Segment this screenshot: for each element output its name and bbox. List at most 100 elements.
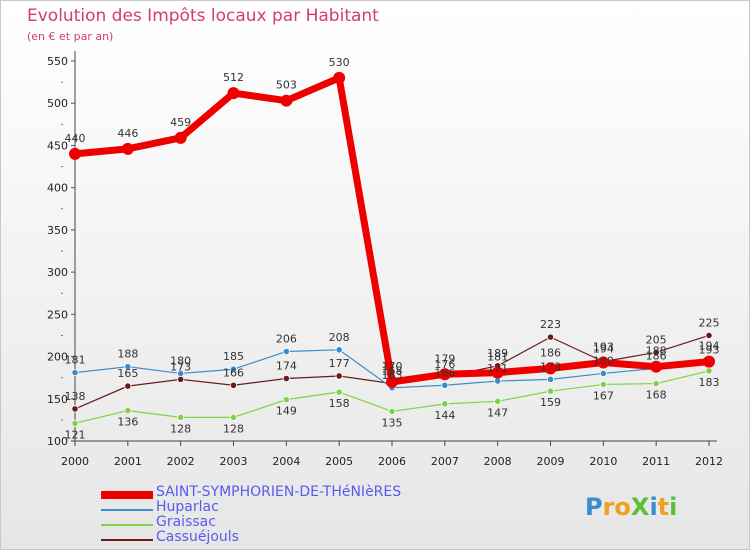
data-point	[438, 368, 451, 381]
y-tick-label: 250	[47, 308, 68, 321]
data-label: 158	[329, 397, 350, 410]
data-point	[282, 396, 290, 404]
data-point	[333, 71, 346, 84]
legend-swatch	[101, 524, 153, 526]
data-point	[546, 333, 555, 341]
x-tick-label: 2008	[484, 455, 512, 468]
y-tick-label: 400	[47, 182, 68, 195]
data-label: 168	[646, 389, 667, 402]
data-label: 166	[223, 366, 244, 379]
data-label: 205	[646, 333, 667, 346]
data-label: 183	[699, 376, 720, 389]
x-tick-label: 2005	[325, 455, 353, 468]
legend-label: Cassuéjouls	[156, 529, 239, 545]
data-label: 144	[434, 409, 455, 422]
data-label: 159	[540, 396, 561, 409]
data-label: 188	[646, 345, 667, 358]
legend-swatch	[101, 491, 153, 499]
data-point	[335, 388, 343, 396]
y-tick-label: 500	[47, 97, 68, 110]
data-label: 168	[382, 365, 403, 378]
data-label: 193	[593, 340, 614, 353]
data-point	[441, 381, 449, 389]
data-point	[705, 367, 713, 375]
chart-subtitle: (en € et par an)	[27, 30, 114, 43]
data-label: 176	[434, 358, 455, 371]
data-point	[494, 377, 502, 385]
data-point	[441, 400, 449, 408]
data-point	[124, 363, 132, 371]
data-label: 188	[117, 348, 138, 361]
data-point	[177, 375, 185, 383]
legend-label: SAINT-SYMPHORIEN-DE-THéNIèRES	[156, 484, 402, 500]
data-point	[227, 87, 240, 100]
data-label: 180	[593, 354, 614, 367]
data-point	[282, 374, 290, 383]
data-point	[177, 369, 185, 378]
x-tick-label: 2001	[114, 455, 142, 468]
data-label: 446	[117, 127, 138, 140]
data-label: 147	[487, 406, 508, 419]
data-label: 186	[540, 346, 561, 359]
y-tick-label: 200	[47, 351, 68, 364]
data-point	[335, 372, 343, 380]
data-label: 189	[487, 347, 508, 360]
y-tick-label: 450	[47, 139, 68, 152]
y-tick-label: 300	[47, 266, 68, 279]
data-label: 194	[699, 340, 720, 353]
x-tick-label: 2006	[378, 455, 406, 468]
data-point	[494, 397, 502, 405]
data-label: 179	[434, 352, 455, 365]
data-point	[335, 346, 343, 354]
data-point	[546, 375, 555, 383]
data-label: 171	[487, 362, 508, 375]
data-label: 181	[65, 354, 86, 367]
data-label: 225	[699, 316, 720, 329]
data-point	[544, 362, 557, 375]
x-tick-label: 2003	[220, 455, 248, 468]
data-point	[282, 347, 290, 356]
y-tick-label: 100	[47, 435, 68, 448]
data-label: 208	[329, 331, 350, 344]
data-label: 149	[276, 405, 297, 418]
data-label: 503	[276, 79, 297, 92]
data-label: 512	[223, 71, 244, 84]
data-point	[705, 331, 713, 340]
data-point	[124, 406, 132, 415]
data-label: 174	[276, 360, 297, 373]
x-tick-label: 2010	[589, 455, 617, 468]
data-label: 138	[65, 390, 86, 403]
data-point	[703, 355, 715, 368]
data-label: 185	[223, 350, 244, 363]
x-tick-label: 2002	[167, 455, 195, 468]
data-point	[174, 131, 187, 144]
x-tick-label: 2007	[431, 455, 459, 468]
data-point	[386, 375, 398, 388]
data-point	[71, 419, 79, 427]
data-point	[280, 94, 293, 107]
data-point	[599, 380, 607, 389]
data-label: 181	[487, 351, 508, 364]
data-label: 128	[170, 422, 191, 435]
proxiti-logo: ProXiti	[585, 493, 678, 521]
data-label: 440	[65, 132, 86, 145]
data-point	[650, 360, 663, 373]
data-label: 186	[646, 349, 667, 362]
data-label: 193	[699, 343, 720, 356]
data-label: 165	[117, 367, 138, 380]
data-label: 194	[593, 343, 614, 356]
x-tick-label: 2004	[272, 455, 300, 468]
legend-swatch	[101, 539, 153, 541]
data-point	[652, 379, 660, 388]
data-point	[229, 413, 238, 421]
data-label: 206	[276, 332, 297, 345]
legend-label: Graissac	[156, 514, 216, 530]
data-label: 180	[170, 354, 191, 367]
x-tick-label: 2011	[642, 455, 670, 468]
data-point	[229, 381, 238, 389]
x-tick-label: 2009	[537, 455, 565, 468]
data-label: 223	[540, 318, 561, 331]
data-label: 173	[540, 360, 561, 373]
data-label: 167	[593, 389, 614, 402]
